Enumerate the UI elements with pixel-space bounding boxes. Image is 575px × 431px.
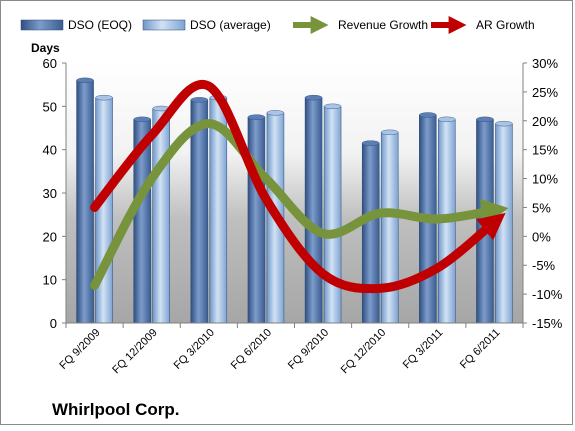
left-tick-label: 20 [43, 229, 57, 244]
bar-cap [476, 116, 494, 123]
right-tick-label: 10% [532, 172, 558, 187]
right-tick-label: -10% [532, 287, 563, 302]
legend-label: DSO (average) [190, 18, 271, 32]
left-tick-label: 40 [43, 143, 57, 158]
bar-cap [76, 77, 94, 84]
bar [95, 97, 113, 324]
right-tick-label: -5% [532, 258, 556, 273]
right-tick-label: 20% [532, 114, 558, 129]
bar-cap [133, 116, 151, 123]
bar [361, 142, 380, 324]
bar-cap [495, 120, 513, 127]
bar-cap [190, 97, 209, 103]
bar-cap [95, 94, 113, 101]
right-tick-label: 30% [532, 56, 558, 71]
series-line [90, 119, 509, 290]
left-tick-label: 60 [43, 56, 57, 71]
company-label: Whirlpool Corp. [52, 400, 179, 419]
left-tick-label: 0 [50, 316, 57, 331]
bar [304, 97, 323, 324]
bar-cap [247, 114, 266, 120]
x-tick-label: FQ 12/2010 [339, 327, 389, 377]
bar-cap [419, 112, 437, 118]
x-tick-label: FQ 3/2011 [401, 327, 446, 372]
bar-cap [323, 103, 342, 110]
bar-cap [438, 116, 456, 123]
bar [380, 132, 399, 324]
x-tick-label: FQ 3/2010 [172, 327, 217, 372]
legend-label: DSO (EOQ) [68, 18, 132, 32]
bar-cap [304, 94, 323, 101]
right-tick-label: 0% [532, 229, 551, 244]
left-tick-label: 10 [43, 273, 57, 288]
y-axis-label-left: Days [31, 41, 60, 55]
right-tick-label: -15% [532, 316, 563, 331]
bar [247, 116, 266, 324]
legend: DSO (EOQ) DSO (average) Revenue Growth AR G… [20, 16, 535, 34]
right-tick-label: 15% [532, 143, 558, 158]
right-tick-label: 5% [532, 200, 551, 215]
x-tick-label: FQ 6/2010 [229, 327, 274, 372]
bar-cap [266, 110, 285, 116]
x-axis: FQ 9/2009 FQ 12/2009 FQ 3/2010 FQ 6/2010 FQ … [57, 323, 524, 377]
bar-cap [361, 140, 380, 146]
right-axis: -15% -10% -5% 0% 5% 10% 15% 20% 25% 30% [523, 56, 563, 331]
right-tick-label: 25% [532, 85, 558, 100]
bar-cap [380, 129, 399, 136]
x-tick-label: FQ 6/2011 [458, 327, 503, 372]
x-tick-label: FQ 9/2009 [57, 327, 102, 372]
legend-swatch [20, 19, 64, 31]
left-axis: 0 10 20 30 40 50 60 [43, 56, 66, 331]
x-tick-label: FQ 12/2009 [110, 327, 160, 377]
legend-label: AR Growth [476, 18, 535, 32]
left-tick-label: 50 [43, 99, 57, 114]
legend-swatch [142, 19, 186, 31]
line-series [90, 79, 509, 294]
left-tick-label: 30 [43, 186, 57, 201]
x-tick-label: FQ 9/2010 [286, 327, 331, 372]
bar [323, 106, 342, 324]
series-line [90, 79, 506, 294]
legend-label: Revenue Growth [338, 18, 428, 32]
bar [152, 108, 170, 324]
